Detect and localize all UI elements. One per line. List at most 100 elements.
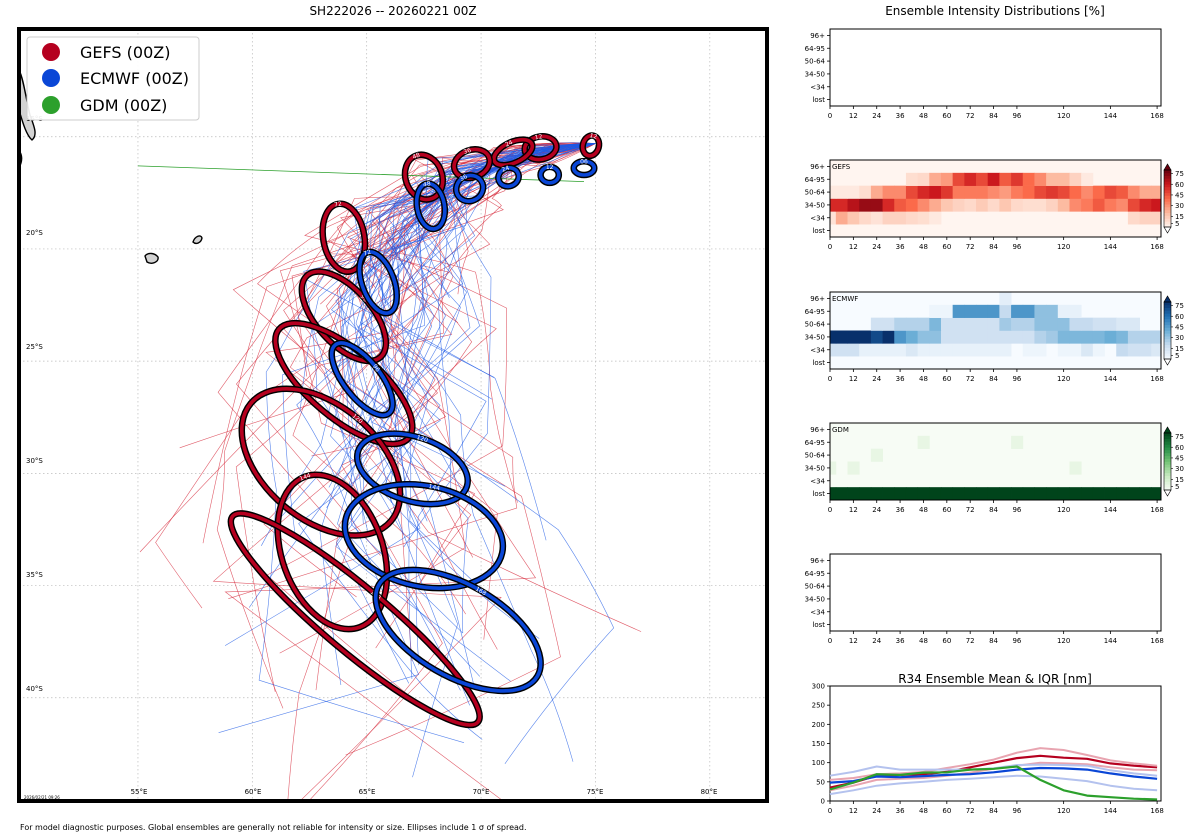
heatmap-cell (940, 317, 954, 331)
ellipse-hour-label: 06 (580, 158, 588, 165)
heatmap-y-tick: 64-95 (805, 439, 825, 447)
heatmap-cell (987, 304, 1000, 318)
r34-x-tick: 84 (989, 807, 998, 815)
heatmap-cell (1127, 343, 1140, 357)
colorbar-extend-bottom (1163, 226, 1172, 234)
heatmap-frame (829, 291, 1162, 370)
heatmap-x-tick: 12 (849, 243, 858, 251)
heatmap-x-tick: 84 (989, 506, 998, 514)
heatmap-cell (917, 185, 930, 199)
heatmap-x-tick: 96 (1012, 112, 1021, 120)
heatmap-cell (1011, 304, 1024, 318)
heatmap-x-tick: 12 (849, 375, 858, 383)
colorbar-step (1164, 209, 1171, 214)
ecmwf-track (258, 143, 596, 743)
heatmap-y-tick: <34 (810, 214, 825, 222)
legend-label-gdm: GDM (00Z) (80, 96, 167, 115)
ellipse-hour-label: 48 (412, 152, 422, 161)
legend-label-ecmwf: ECMWF (00Z) (80, 69, 189, 88)
heatmap-cell (952, 198, 965, 212)
heatmap-cell (976, 304, 989, 318)
heatmap-cell (952, 317, 965, 331)
heatmap-y-tick: 64-95 (805, 308, 825, 316)
colorbar-step (1164, 461, 1171, 465)
colorbar-step (1164, 455, 1171, 459)
heatmap-cell (976, 198, 989, 212)
heatmap-y-tick: 96+ (810, 557, 825, 565)
heatmap-y-tick: lost (812, 621, 825, 629)
colorbar-tick-label: 30 (1175, 334, 1184, 342)
heatmap-x-tick: 120 (1057, 506, 1070, 514)
heatmap-cell (929, 185, 942, 199)
r34-y-tick: 300 (812, 683, 825, 691)
ellipse-hour-label: 120 (416, 434, 429, 444)
r34-y-tick: 0 (821, 798, 825, 806)
heatmap-cell (1104, 487, 1117, 501)
heatmap-cell (999, 330, 1012, 344)
lat-label: 25°S (26, 343, 43, 351)
colorbar-step (1164, 458, 1171, 462)
heatmap-cell (835, 487, 848, 501)
colorbar-tick-label: 75 (1175, 302, 1184, 310)
heatmap-cell (1069, 487, 1082, 501)
ellipse-hour-label: 48 (423, 180, 432, 188)
heatmap-cell (940, 330, 954, 344)
heatmap-cell (987, 172, 1000, 186)
colorbar-step (1164, 218, 1171, 222)
lon-label: 60°E (245, 788, 262, 796)
ecmwf-ellipse: 36 (452, 172, 487, 205)
r34-y-tick: 100 (812, 759, 825, 767)
heatmap-x-tick: 36 (896, 637, 905, 645)
heatmap-x-tick: 24 (872, 243, 881, 251)
heatmap-cell (1034, 343, 1047, 357)
heatmap-cell (1046, 330, 1059, 344)
colorbar-step (1164, 464, 1171, 468)
gdm-track (137, 165, 585, 183)
heatmap-model-label: GDM (832, 426, 849, 434)
heatmap-cell (870, 185, 883, 199)
heatmap-x-tick: 84 (989, 112, 998, 120)
r34-chart: R34 Ensemble Mean & IQR [nm] 0 50 100 150 20… (812, 672, 1164, 815)
gefs-track (155, 143, 596, 609)
heatmap-cell (894, 487, 907, 501)
heatmap-panel-gefs: GEFS 515 30 45 60 75 lost <34 34-50 50-64 64-95 96+… (805, 159, 1184, 251)
heatmap-cell (940, 304, 954, 318)
heatmap-cell (917, 487, 930, 501)
colorbar-step (1164, 452, 1171, 457)
r34-title: R34 Ensemble Mean & IQR [nm] (898, 672, 1092, 686)
ellipse-body (403, 152, 445, 202)
heatmap-cell (847, 330, 860, 344)
heatmap-model-label: ECMWF (832, 295, 858, 303)
heatmap-y-tick: 50-64 (805, 189, 826, 197)
heatmap-cell (847, 211, 860, 225)
ellipse-body (343, 482, 505, 590)
heatmap-y-tick: lost (812, 359, 825, 367)
lat-label: 35°S (26, 571, 43, 579)
ecmwf-track (398, 143, 596, 424)
heatmap-cell (1116, 487, 1129, 501)
heatmap-x-tick: 48 (919, 112, 928, 120)
heatmap-y-tick: 50-64 (805, 452, 826, 460)
heatmap-cell (1057, 198, 1070, 212)
heatmap-cell (964, 343, 977, 357)
colorbar-step (1164, 319, 1171, 323)
heatmap-cell (1139, 211, 1152, 225)
heatmap-cell (830, 487, 837, 501)
legend-marker-ecmwf (42, 69, 60, 87)
ellipse-hour-label: 36 (463, 147, 473, 156)
heatmap-cell (1069, 330, 1082, 344)
heatmap-cell (1151, 198, 1162, 212)
colorbar-step (1164, 215, 1171, 219)
heatmap-cell (1011, 330, 1024, 344)
heatmap-cell (1057, 185, 1070, 199)
heatmap-cell (1104, 185, 1117, 199)
heatmap-cell (870, 317, 883, 331)
ellipse-hour-label: 12 (546, 164, 554, 171)
colorbar-extend-top (1163, 163, 1172, 171)
heatmap-cell (870, 448, 883, 462)
ecmwf-track (378, 143, 596, 634)
r34-x-tick: 12 (849, 807, 858, 815)
gefs-ellipse: 12 (579, 132, 603, 160)
colorbar-step (1164, 307, 1171, 311)
colorbar-step (1164, 212, 1171, 216)
